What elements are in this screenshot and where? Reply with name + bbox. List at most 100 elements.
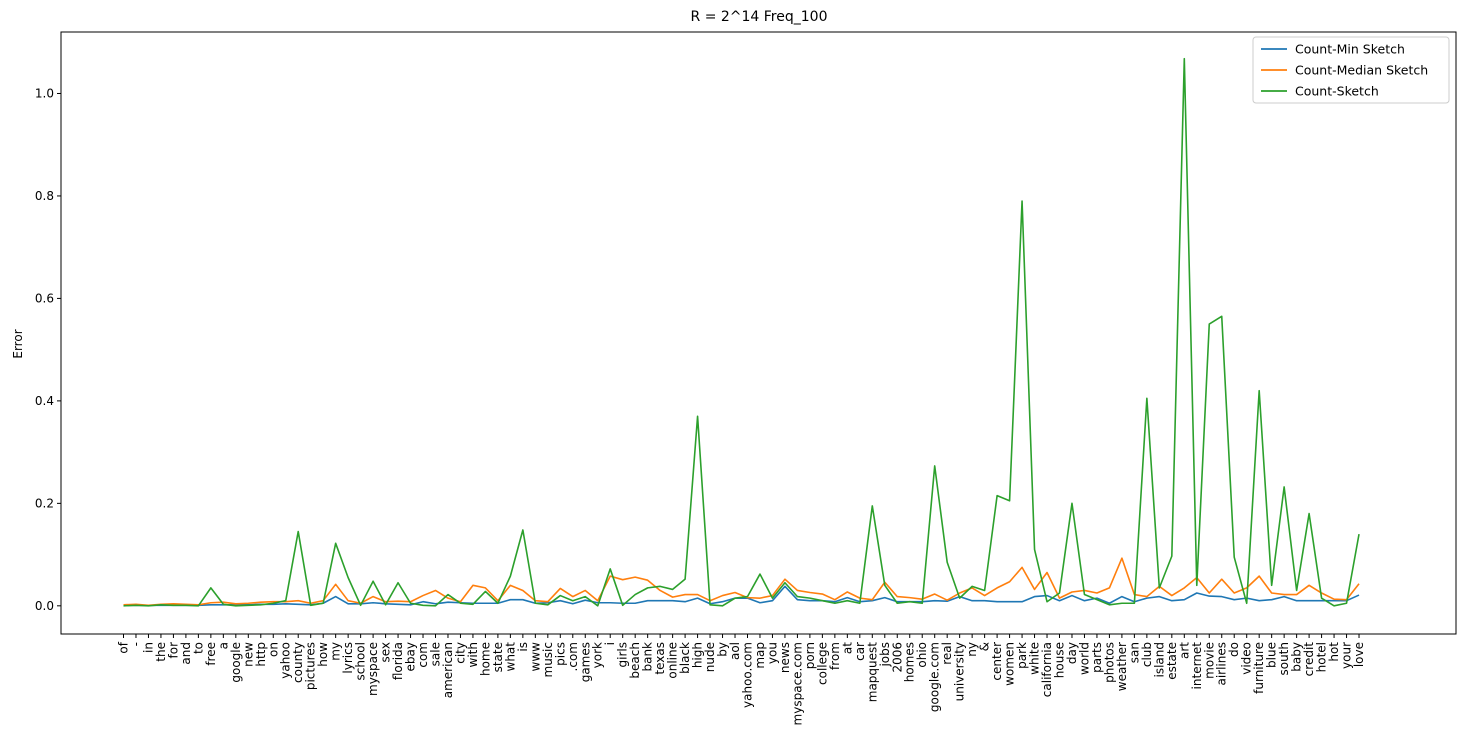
x-tick-label: florida [391,642,405,680]
x-tick-label: by [716,642,730,657]
x-tick-label: jobs [878,642,892,668]
x-tick-label: aol [728,642,742,660]
x-tick-label: yahoo.com [741,642,755,708]
x-tick-label: day [1065,642,1079,664]
x-tick-label: world [1077,642,1091,675]
x-tick-label: photos [1102,642,1116,683]
x-tick-label: state [491,642,505,672]
x-tick-label: pics [553,642,567,666]
axes-frame [60,31,1457,635]
x-tick-label: com [416,642,430,668]
x-tick-label: do [1227,642,1241,657]
x-tick-label: for [166,642,180,659]
x-tick-label: lyrics [341,642,355,674]
x-tick-label: of [117,641,131,653]
x-tick-label: music [541,642,555,677]
x-tick-label: sex [379,642,393,663]
x-tick-label: ebay [404,642,418,671]
legend-label: Count-Sketch [1295,84,1379,99]
x-tick-label: girls [616,642,630,667]
x-tick-label: south [1277,642,1291,676]
x-tick-label: house [1053,642,1067,678]
x-tick-label: art [1177,642,1191,659]
x-tick-label: from [828,642,842,670]
x-tick-label: video [1240,642,1254,675]
x-tick-label: http [254,642,268,667]
x-tick-label: google [229,642,243,683]
x-tick-label: parts [1090,642,1104,673]
y-tick-label: 0.6 [35,291,54,305]
x-tick-label: nude [703,642,717,672]
x-tick-label: new [241,642,255,667]
x-tick-label: i [603,642,617,645]
legend: Count-Min Sketch Count-Median Sketch Count… [1252,36,1450,104]
x-tick-label: high [691,642,705,668]
x-tick-label: black [678,642,692,674]
series-line-3 [123,57,1360,607]
y-tick-label: 0.8 [35,189,54,203]
x-tick-label: county [291,642,305,683]
y-tick-label: 0.0 [35,599,54,613]
y-tick-label: 0.2 [35,496,54,510]
x-tick-label: york [591,642,605,668]
plot-area [123,57,1360,607]
x-tick-label: school [354,642,368,680]
x-tick-label: love [1352,642,1366,667]
x-tick-label: with [466,642,480,667]
x-tick-label: hotel [1315,642,1329,672]
x-tick-label: blue [1265,642,1279,668]
x-tick-label: news [778,642,792,673]
x-tick-label: island [1152,642,1166,678]
x-tick-label: movie [1202,642,1216,679]
x-tick-label: is [516,642,530,652]
x-tick-label: college [815,642,829,685]
x-tick-label: you [765,642,779,664]
x-tick-label: park [1015,642,1029,669]
x-tick-label: your [1340,642,1354,669]
x-tick-label: on [266,642,280,657]
x-tick-label: baby [1290,642,1304,672]
x-tick-label: hot [1327,642,1341,662]
x-tick-label: ny [965,642,979,657]
x-tick-label: how [316,642,330,667]
x-tick-label: beach [628,642,642,679]
x-tick-label: games [578,642,592,682]
x-tick-label: internet [1190,642,1204,690]
x-tick-label: california [1040,642,1054,697]
chart-title: R = 2^14 Freq_100 [691,9,828,25]
x-tick-label: & [978,642,992,651]
x-tick-label: weather [1115,642,1129,691]
x-tick-label: bank [641,642,655,672]
y-tick-label: 1.0 [35,86,54,100]
x-tick-label: google.com [928,642,942,712]
x-tick-label: university [953,642,967,701]
x-tick-label: .com [566,642,580,671]
x-tick-label: map [753,642,767,669]
legend-label: Count-Min Sketch [1295,42,1405,57]
x-tick-label: porn [803,642,817,669]
x-tick-label: women [1003,642,1017,686]
x-tick-label: american [441,642,455,698]
x-tick-label: furniture [1252,642,1266,694]
x-tick-label: real [940,642,954,665]
x-tick-label: club [1140,642,1154,667]
x-tick-label: pictures [304,642,318,690]
x-tick-label: airlines [1215,642,1229,686]
x-tick-label: city [453,642,467,664]
x-tick-label: white [1028,642,1042,675]
y-axis-ticks: 0.0 0.2 0.4 0.6 0.8 1.0 [35,86,61,613]
x-tick-label: www [528,642,542,672]
x-tick-label: - [129,642,143,646]
x-tick-label: home [478,642,492,676]
x-tick-label: ohio [915,642,929,668]
x-tick-label: my [329,642,343,661]
x-tick-label: to [191,642,205,654]
x-tick-label: texas [653,642,667,675]
x-tick-label: estate [1165,642,1179,680]
x-tick-label: 2006 [890,642,904,673]
x-tick-label: myspace.com [790,642,804,725]
x-tick-label: at [840,642,854,654]
x-tick-label: what [503,642,517,672]
x-tick-label: myspace [366,642,380,696]
x-tick-label: homes [903,642,917,682]
